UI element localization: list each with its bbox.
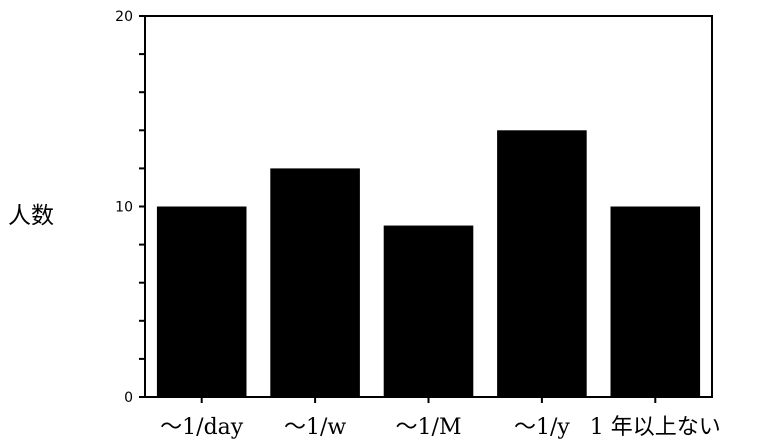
bar-3 <box>497 130 587 398</box>
y-tick-label: 0 <box>124 390 133 406</box>
y-tick-label: 20 <box>115 9 133 25</box>
x-tick-label: ～1/M <box>396 415 462 440</box>
bar-0 <box>156 206 247 397</box>
bar-2 <box>383 225 474 397</box>
y-tick-label: 10 <box>115 200 133 216</box>
x-tick-label: 1 年以上ない <box>590 415 721 440</box>
x-tick-label: ～1/day <box>160 415 244 440</box>
x-axis-ticks: ～1/day ～1/w ～1/M ～1/y 1 年以上ない <box>160 397 721 440</box>
y-axis-ticks: 0 10 20 <box>115 9 145 406</box>
bar-4 <box>610 206 701 397</box>
x-tick-label: ～1/y <box>514 415 570 440</box>
x-tick-label: ～1/w <box>284 415 346 440</box>
y-axis-label: 人数 <box>8 203 54 229</box>
bars <box>156 130 701 398</box>
bar-1 <box>270 168 360 397</box>
